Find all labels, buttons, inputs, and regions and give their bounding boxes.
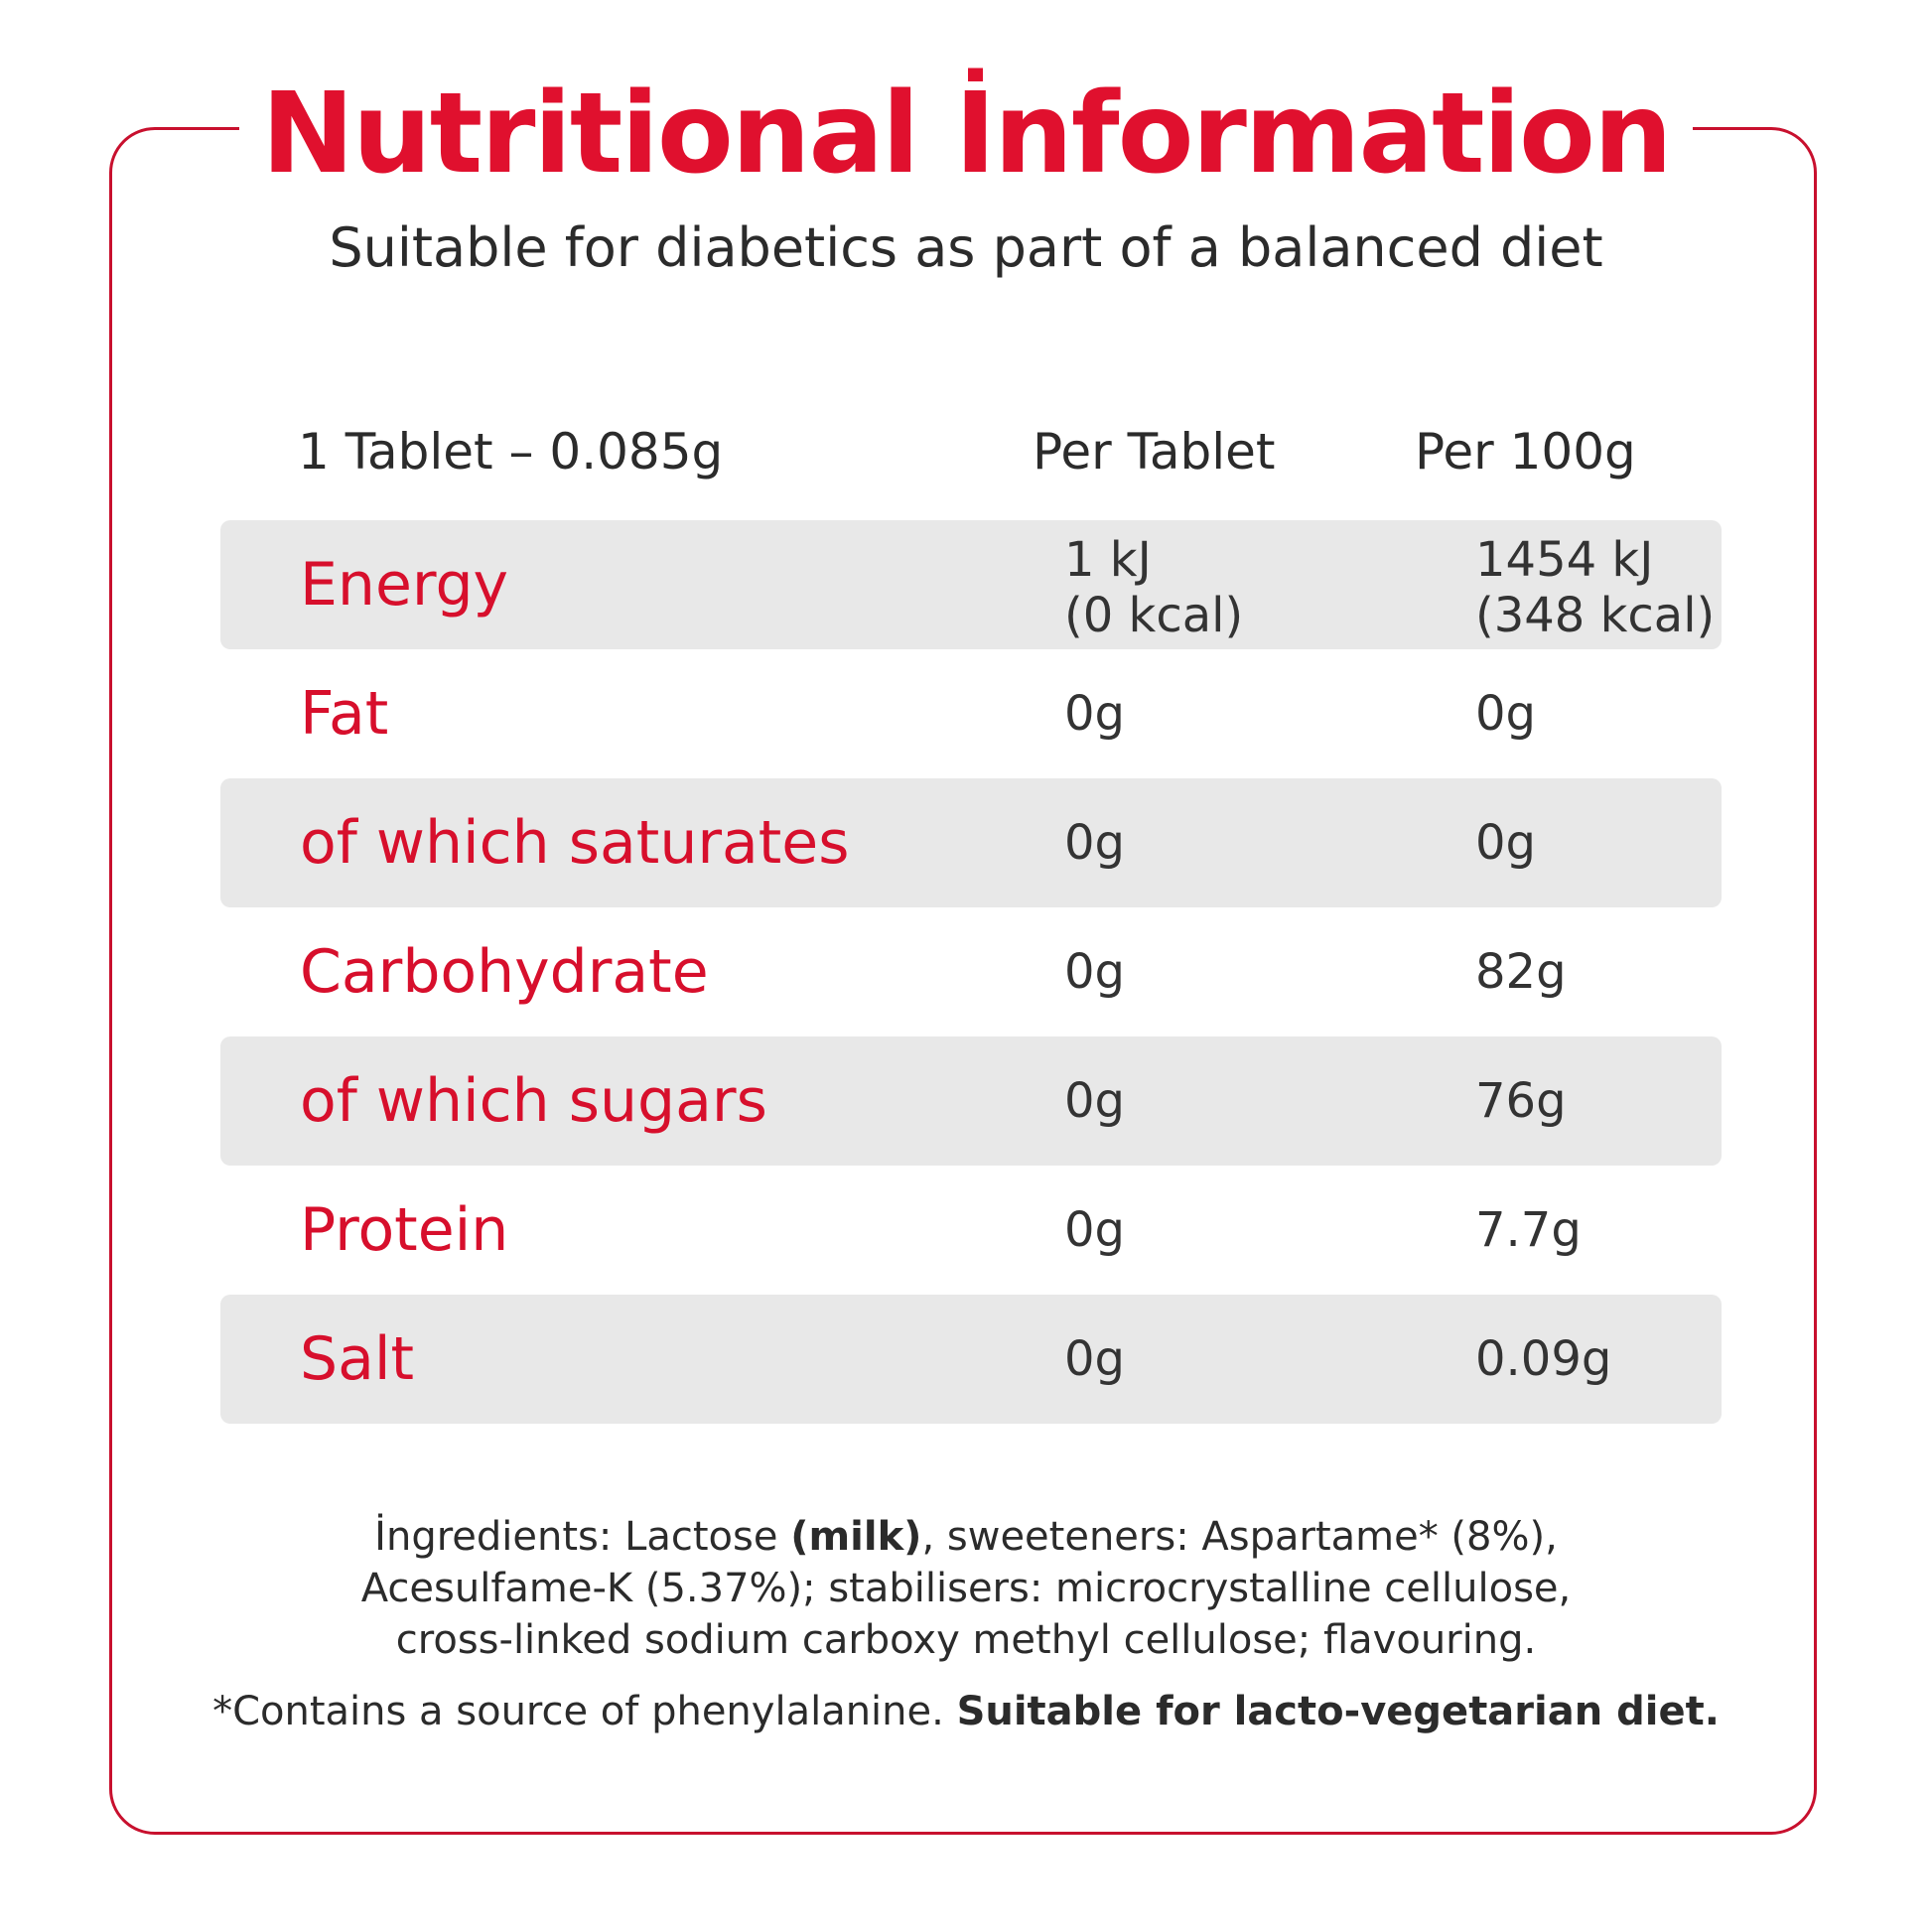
- row-label: of which saturates: [300, 808, 850, 878]
- subtitle: Suitable for diabetics as part of a bala…: [329, 216, 1603, 279]
- row-label: Protein: [300, 1195, 509, 1265]
- cell-line: 1454 kJ: [1475, 532, 1654, 588]
- cell-per-tablet: 0g: [1064, 1202, 1126, 1258]
- note-text: *Contains a source of phenylalanine.: [212, 1689, 957, 1734]
- cell-per-100g: 1454 kJ (348 kcal): [1475, 532, 1715, 643]
- column-header-per-100g: Per 100g: [1415, 423, 1636, 481]
- cell-per-tablet: 0g: [1064, 815, 1126, 871]
- table-row-saturates: of which saturates 0g 0g: [220, 778, 1722, 907]
- cell-line: 1 kJ: [1064, 532, 1152, 588]
- row-label: of which sugars: [300, 1066, 767, 1136]
- allergen-milk: (milk): [790, 1514, 922, 1560]
- row-label: Salt: [300, 1324, 415, 1394]
- row-label: Carbohydrate: [300, 937, 709, 1007]
- cell-per-tablet: 0g: [1064, 944, 1126, 1000]
- ingredients-rest: , sweeteners: Aspartame* (8%), Acesulfam…: [360, 1514, 1572, 1663]
- cell-per-tablet: 0g: [1064, 1073, 1126, 1129]
- cell-per-100g: 76g: [1475, 1073, 1567, 1129]
- cell-per-100g: 0g: [1475, 815, 1537, 871]
- note-bold: Suitable for lacto-vegetarian diet.: [956, 1689, 1720, 1734]
- table-row-fat: Fat 0g 0g: [220, 649, 1722, 778]
- table-row-salt: Salt 0g 0.09g: [220, 1295, 1722, 1424]
- table-row-carbohydrate: Carbohydrate 0g 82g: [220, 907, 1722, 1036]
- table-row-energy: Energy 1 kJ (0 kcal) 1454 kJ (348 kcal): [220, 520, 1722, 649]
- cell-per-100g: 82g: [1475, 944, 1567, 1000]
- ingredients-prefix: İngredients: Lactose: [374, 1514, 791, 1560]
- cell-per-tablet: 1 kJ (0 kcal): [1064, 532, 1243, 643]
- cell-per-tablet: 0g: [1064, 686, 1126, 742]
- table-row-sugars: of which sugars 0g 76g: [220, 1036, 1722, 1166]
- column-header-per-tablet: Per Tablet: [1033, 423, 1276, 481]
- phenylalanine-note: *Contains a source of phenylalanine. Sui…: [0, 1686, 1932, 1737]
- table-header: 1 Tablet – 0.085g Per Tablet Per 100g: [0, 417, 1932, 486]
- cell-per-100g: 7.7g: [1475, 1202, 1582, 1258]
- page-title: Nutritional İnformation: [239, 69, 1693, 199]
- row-label: Fat: [300, 679, 389, 749]
- cell-per-100g: 0.09g: [1475, 1331, 1612, 1387]
- title-container: Nutritional İnformation: [0, 69, 1932, 199]
- ingredients-text: İngredients: Lactose (milk), sweeteners:…: [298, 1511, 1634, 1666]
- nutrition-table: Energy 1 kJ (0 kcal) 1454 kJ (348 kcal) Fa…: [220, 520, 1722, 1424]
- table-row-protein: Protein 0g 7.7g: [220, 1166, 1722, 1295]
- cell-per-tablet: 0g: [1064, 1331, 1126, 1387]
- cell-line: (348 kcal): [1475, 588, 1716, 643]
- column-header-portion: 1 Tablet – 0.085g: [298, 423, 724, 481]
- cell-line: (0 kcal): [1064, 588, 1244, 643]
- cell-per-100g: 0g: [1475, 686, 1537, 742]
- row-label: Energy: [300, 550, 509, 620]
